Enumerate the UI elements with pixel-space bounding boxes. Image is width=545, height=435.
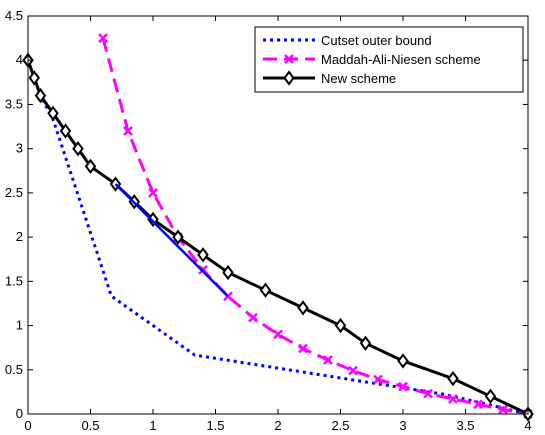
data-point-maddah-ali-niesen-scheme [373,374,383,385]
data-point-new-scheme [28,70,40,86]
data-point-maddah-ali-niesen-scheme [498,404,508,415]
x-tick-label: 2 [274,418,281,433]
data-point-maddah-ali-niesen-scheme [248,312,258,323]
y-tick-label: 2 [16,229,23,244]
data-point-new-scheme [397,353,409,369]
data-point-new-scheme [84,158,97,175]
data-point-maddah-ali-niesen-scheme [448,394,458,404]
x-tick-label: 4 [524,418,531,433]
data-point-maddah-ali-niesen-scheme [423,388,433,399]
data-point-maddah-ali-niesen-scheme [123,126,133,136]
legend-marker-new-scheme [283,70,295,86]
legend-entry: Maddah-Ali-Niesen scheme [321,52,481,67]
data-point-new-scheme [222,264,234,281]
data-point-maddah-ali-niesen-scheme [148,188,158,198]
y-tick-label: 2.5 [5,185,23,200]
legend-marker-maddah-ali-niesen-scheme [284,54,294,64]
data-point-new-scheme [72,141,84,157]
x-tick-label: 0.5 [81,418,99,433]
data-point-new-scheme [172,229,184,245]
data-point-new-scheme [59,123,72,139]
data-point-maddah-ali-niesen-scheme [323,355,333,365]
data-point-new-scheme [34,87,47,104]
data-point-maddah-ali-niesen-scheme [273,329,283,340]
data-point-new-scheme [47,105,59,121]
data-point-new-scheme [484,388,497,404]
data-point-new-scheme [447,370,459,387]
y-tick-label: 4 [16,52,23,67]
y-tick-label: 1.5 [5,273,23,288]
annotation-segment [114,183,229,298]
axes-layer: 0 0.5 1 1.5 2 2.5 3 3.5 4 0 0.5 1 1.5 2 2.5 3 3.5 4 4.5 [5,8,532,433]
legend-entry: Cutset outer bound [321,33,432,48]
data-point-new-scheme [197,247,209,263]
data-point-new-scheme [334,317,347,334]
y-tick-label: 3 [16,141,23,156]
x-tick-label: 3 [399,418,406,433]
y-tick-label: 0 [16,406,23,421]
data-point-new-scheme [297,300,309,316]
data-point-new-scheme [359,335,372,351]
x-tick-label: 1 [149,418,156,433]
y-tick-label: 4.5 [5,8,23,23]
y-tick-label: 0.5 [5,362,23,377]
legend-entry: New scheme [321,71,396,86]
y-tick-label: 3.5 [5,96,23,111]
x-tick-label: 0 [24,418,31,433]
data-point-maddah-ali-niesen-scheme [473,399,483,410]
legend: Cutset outer bound Maddah-Ali-Niesen sche… [254,26,524,93]
x-tick-label: 3.5 [456,418,474,433]
data-point-maddah-ali-niesen-scheme [398,381,408,392]
x-tick-label: 1.5 [206,418,224,433]
annotation-layer [114,183,229,298]
x-tick-label: 2.5 [331,418,349,433]
data-point-maddah-ali-niesen-scheme [348,365,358,376]
data-point-maddah-ali-niesen-scheme [298,343,308,354]
y-tick-label: 1 [16,318,23,333]
data-point-maddah-ali-niesen-scheme [98,33,108,43]
legend-box [254,26,524,93]
data-point-new-scheme [259,282,272,298]
